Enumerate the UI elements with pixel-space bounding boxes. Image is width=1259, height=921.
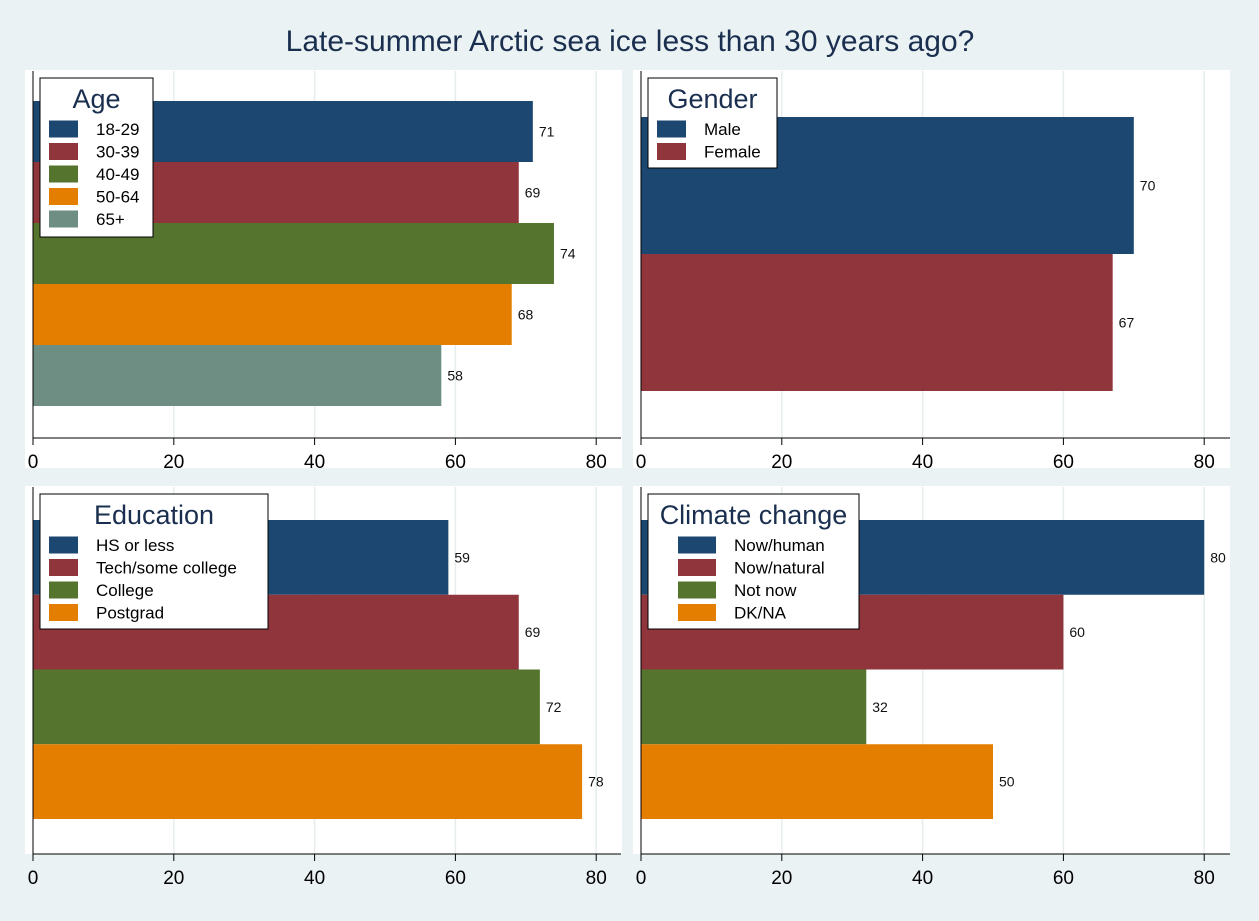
x-tick-label: 0 (28, 452, 39, 473)
legend-swatch (49, 536, 78, 554)
legend-swatch (678, 536, 716, 554)
chart-panel: 71 69 74 68 58 0 20 40 60 80 Age 18-29 30-39 40-49 50-… (25, 70, 622, 473)
bar-value-label: 68 (518, 307, 534, 323)
x-tick-label: 0 (28, 868, 39, 889)
legend-swatch (49, 604, 78, 621)
legend: Education HS or less Tech/some college Coll… (39, 493, 269, 630)
legend-label: 40-49 (96, 165, 139, 184)
legend: Age 18-29 30-39 40-49 50-64 65+ (39, 77, 154, 238)
legend-label: College (96, 581, 154, 600)
bar-value-label: 58 (447, 368, 463, 384)
x-tick-label: 40 (912, 868, 933, 889)
chart-panel: 59 69 72 78 0 20 40 60 80 Education HS or less Tech… (25, 486, 622, 889)
x-tick-label: 80 (586, 868, 607, 889)
bar (33, 669, 540, 745)
x-tick-label: 20 (163, 868, 184, 889)
x-tick-label: 60 (445, 452, 466, 473)
legend-label: Now/natural (734, 559, 825, 578)
x-tick-label: 80 (1194, 868, 1215, 889)
x-tick-label: 60 (1053, 452, 1074, 473)
bar-value-label: 80 (1210, 549, 1226, 565)
x-tick-label: 40 (304, 868, 325, 889)
legend-label: 50-64 (96, 188, 139, 207)
legend: Gender Male Female (647, 77, 778, 169)
bar-value-label: 69 (525, 185, 541, 201)
bar-value-label: 59 (454, 549, 470, 565)
bar-value-label: 67 (1119, 315, 1135, 331)
legend-swatch (49, 120, 78, 138)
legend-swatch (678, 604, 716, 621)
legend-swatch (49, 165, 78, 183)
legend-label: 65+ (96, 210, 125, 229)
legend-title: Age (72, 84, 120, 114)
legend-swatch (678, 581, 716, 599)
bar (641, 744, 993, 819)
x-tick-label: 40 (912, 452, 933, 473)
x-tick-label: 80 (1194, 452, 1215, 473)
bar (33, 744, 583, 819)
legend-label: DK/NA (734, 604, 787, 623)
legend-swatch (49, 210, 78, 228)
bar-value-label: 72 (546, 699, 562, 715)
legend-label: Now/human (734, 536, 825, 555)
legend-swatch (657, 120, 686, 138)
legend-label: Tech/some college (96, 559, 237, 578)
x-tick-label: 0 (636, 868, 647, 889)
x-tick-label: 80 (586, 452, 607, 473)
legend-label: 30-39 (96, 143, 139, 162)
bar-value-label: 60 (1069, 624, 1085, 640)
legend-swatch (49, 188, 78, 205)
legend-label: Not now (734, 581, 797, 600)
legend-title: Education (94, 500, 214, 530)
legend-label: 18-29 (96, 120, 139, 139)
legend-swatch (49, 581, 78, 599)
legend-label: Postgrad (96, 604, 164, 623)
bar (33, 345, 442, 406)
bar-value-label: 71 (539, 124, 555, 140)
legend: Climate change Now/human Now/natural Not no… (647, 493, 860, 630)
legend-label: Male (704, 120, 741, 139)
legend-swatch (678, 559, 716, 576)
bar-value-label: 50 (999, 774, 1015, 790)
x-tick-label: 20 (771, 868, 792, 889)
legend-swatch (49, 559, 78, 576)
chart-panel: 70 67 0 20 40 60 80 Gender Male Female (633, 70, 1230, 473)
bar-value-label: 32 (872, 699, 888, 715)
chart-title: Late-summer Arctic sea ice less than 30 … (286, 25, 975, 58)
x-tick-label: 20 (163, 452, 184, 473)
bar-value-label: 74 (560, 246, 576, 262)
bar-value-label: 69 (525, 624, 541, 640)
legend-title: Climate change (660, 500, 848, 530)
bar-value-label: 78 (588, 774, 604, 790)
legend-swatch (49, 143, 78, 160)
chart-panel: 80 60 32 50 0 20 40 60 80 Climate change Now/human… (633, 486, 1230, 889)
bar (641, 254, 1113, 391)
x-tick-label: 60 (445, 868, 466, 889)
x-tick-label: 0 (636, 452, 647, 473)
bar-value-label: 70 (1140, 178, 1156, 194)
bar (641, 669, 867, 745)
x-tick-label: 60 (1053, 868, 1074, 889)
x-tick-label: 40 (304, 452, 325, 473)
legend-label: HS or less (96, 536, 174, 555)
legend-label: Female (704, 143, 761, 162)
x-tick-label: 20 (771, 452, 792, 473)
legend-title: Gender (667, 84, 757, 114)
bar (33, 284, 512, 345)
legend-swatch (657, 143, 686, 160)
